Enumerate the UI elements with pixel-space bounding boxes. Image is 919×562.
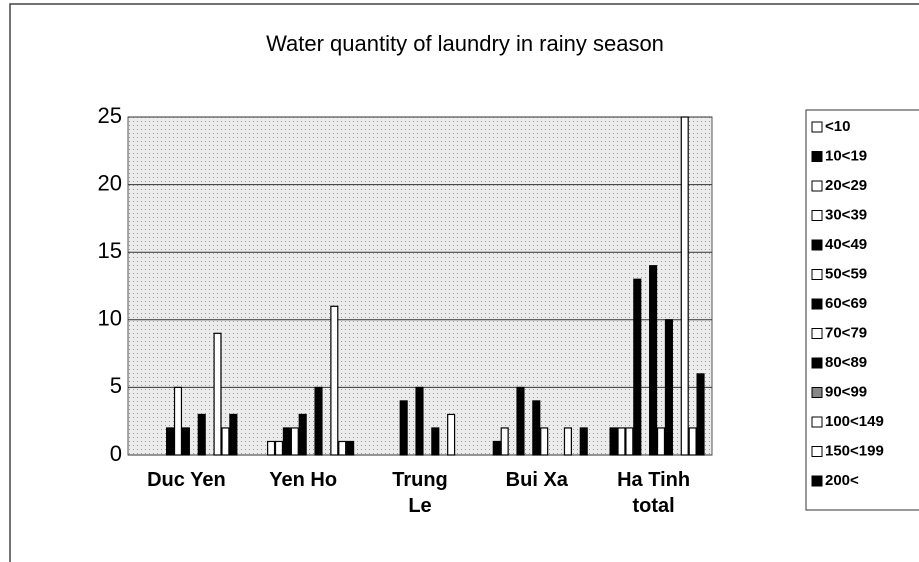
bar bbox=[532, 400, 541, 456]
legend-swatch bbox=[811, 328, 823, 339]
y-tick-label: 10 bbox=[98, 306, 122, 331]
legend-label: 40<49 bbox=[825, 236, 867, 253]
legend-label: 60<69 bbox=[825, 295, 867, 312]
legend-swatch bbox=[811, 121, 823, 133]
bar bbox=[664, 319, 673, 456]
legend-label: 150<199 bbox=[825, 442, 884, 459]
bar bbox=[330, 305, 339, 456]
bar bbox=[229, 413, 238, 456]
bar bbox=[540, 427, 549, 456]
legend-label: 200< bbox=[825, 472, 859, 489]
y-tick-label: 20 bbox=[98, 170, 122, 195]
legend-swatch bbox=[811, 239, 823, 251]
legend-label: 20<29 bbox=[825, 177, 867, 194]
legend-box bbox=[805, 109, 919, 511]
x-tick-label: Trung Le bbox=[392, 469, 448, 517]
x-tick-label: Ha Tinh total bbox=[617, 469, 691, 517]
legend-swatch bbox=[811, 446, 823, 457]
legend-label: <10 bbox=[825, 118, 850, 135]
legend-swatch bbox=[811, 357, 823, 369]
bar bbox=[173, 386, 183, 456]
bar bbox=[516, 386, 525, 456]
bar bbox=[609, 427, 618, 456]
bar bbox=[656, 427, 666, 456]
frame bbox=[9, 3, 919, 562]
legend-swatch bbox=[811, 416, 823, 428]
bar bbox=[696, 373, 705, 456]
x-tick-label: Duc Yen bbox=[147, 469, 226, 491]
y-tick-label: 25 bbox=[98, 103, 122, 128]
bar bbox=[563, 427, 572, 456]
bar bbox=[431, 427, 440, 456]
bar bbox=[314, 386, 323, 456]
bar bbox=[181, 427, 190, 456]
x-tick-label: Bui Xa bbox=[505, 469, 568, 491]
bar bbox=[649, 265, 658, 456]
bar bbox=[197, 413, 206, 456]
legend-swatch bbox=[811, 180, 823, 192]
bar bbox=[346, 440, 355, 456]
y-tick-label: 5 bbox=[110, 373, 122, 398]
bar bbox=[290, 427, 299, 456]
y-tick-label: 0 bbox=[110, 441, 122, 466]
bar bbox=[166, 427, 175, 456]
x-tick-label: Yen Ho bbox=[269, 469, 338, 491]
bar bbox=[267, 440, 276, 456]
bar bbox=[633, 278, 642, 456]
legend-label: 80<89 bbox=[825, 354, 867, 371]
bar bbox=[625, 427, 634, 456]
y-tick-label: 15 bbox=[98, 238, 122, 263]
bar bbox=[688, 427, 697, 456]
bar bbox=[221, 427, 230, 456]
chart-title: Water quantity of laundry in rainy seaso… bbox=[266, 31, 664, 56]
bar bbox=[274, 440, 284, 456]
legend-label: 50<59 bbox=[825, 265, 867, 282]
legend-swatch bbox=[811, 298, 823, 310]
legend-label: 90<99 bbox=[825, 383, 867, 400]
bar bbox=[213, 332, 222, 456]
legend-label: 10<19 bbox=[825, 147, 867, 164]
bar bbox=[680, 116, 689, 456]
legend-label: 100<149 bbox=[825, 413, 884, 430]
legend-swatch bbox=[811, 151, 823, 162]
legend-label: 30<39 bbox=[825, 206, 867, 223]
legend-swatch bbox=[811, 475, 823, 487]
legend-label: 70<79 bbox=[825, 324, 867, 341]
bar bbox=[415, 386, 424, 456]
legend-swatch bbox=[811, 210, 823, 221]
bar bbox=[617, 427, 626, 456]
bar bbox=[338, 440, 347, 456]
bar bbox=[298, 413, 307, 456]
bar bbox=[447, 413, 456, 456]
bar bbox=[579, 427, 588, 456]
bar bbox=[500, 427, 509, 456]
legend-swatch bbox=[811, 269, 823, 280]
legend-swatch bbox=[811, 387, 823, 398]
bar bbox=[492, 440, 501, 456]
bar bbox=[282, 427, 291, 456]
bar bbox=[399, 400, 408, 456]
